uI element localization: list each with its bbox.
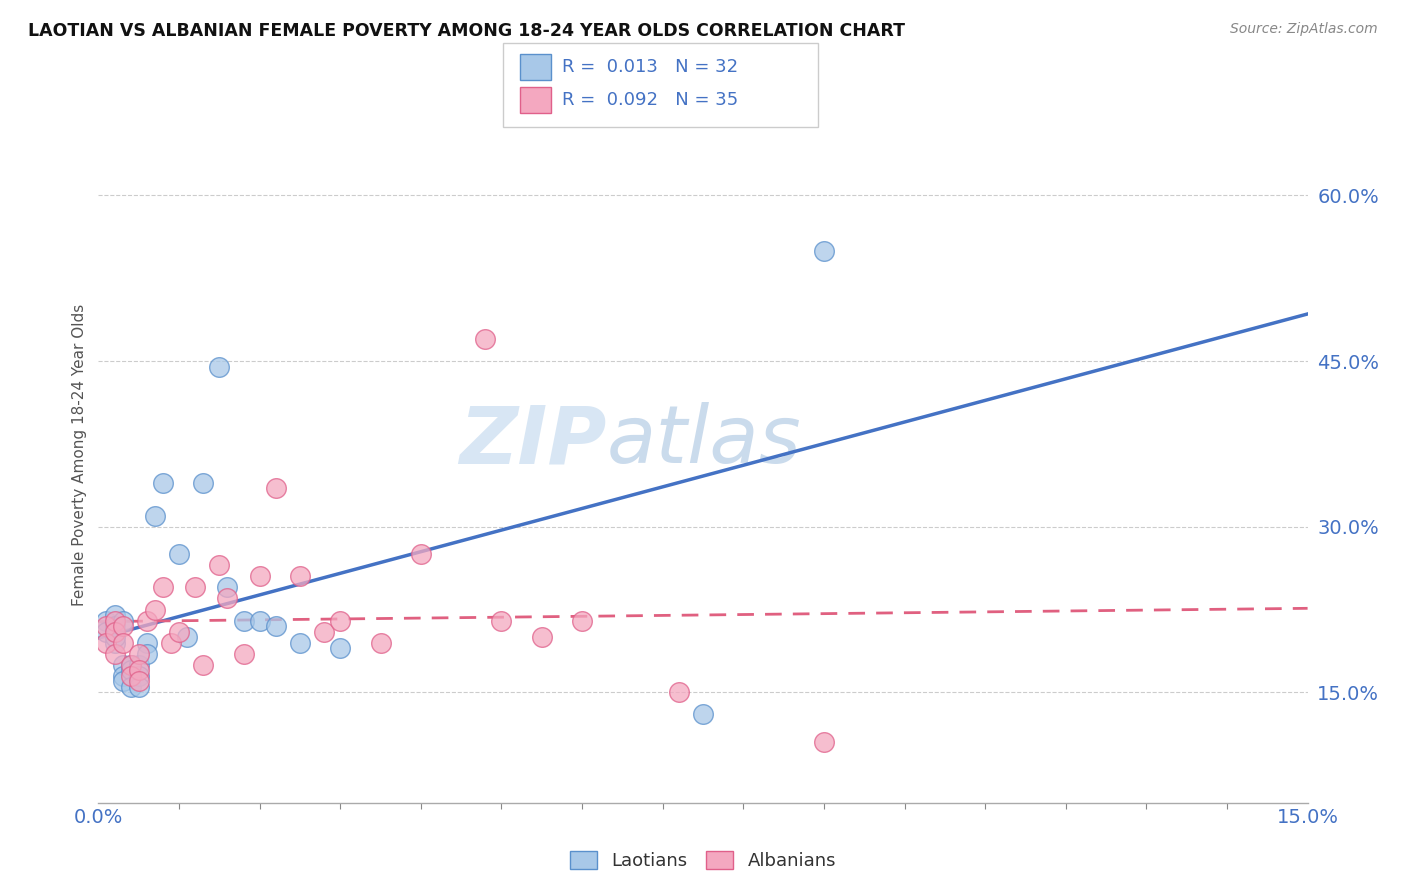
Point bbox=[152, 581, 174, 595]
Point bbox=[160, 635, 183, 649]
Point bbox=[120, 669, 142, 683]
Point bbox=[111, 674, 134, 689]
Point bbox=[111, 619, 134, 633]
Point bbox=[288, 569, 311, 583]
Point bbox=[232, 647, 254, 661]
Point bbox=[329, 614, 352, 628]
Point bbox=[264, 619, 287, 633]
Point bbox=[249, 614, 271, 628]
Point bbox=[167, 547, 190, 561]
Point bbox=[249, 569, 271, 583]
Point bbox=[111, 614, 134, 628]
Point bbox=[288, 635, 311, 649]
Point bbox=[193, 657, 215, 672]
Text: Source: ZipAtlas.com: Source: ZipAtlas.com bbox=[1230, 22, 1378, 37]
Point bbox=[530, 630, 553, 644]
Legend: Laotians, Albanians: Laotians, Albanians bbox=[562, 844, 844, 877]
Point bbox=[692, 707, 714, 722]
Text: LAOTIAN VS ALBANIAN FEMALE POVERTY AMONG 18-24 YEAR OLDS CORRELATION CHART: LAOTIAN VS ALBANIAN FEMALE POVERTY AMONG… bbox=[28, 22, 905, 40]
Point bbox=[813, 735, 835, 749]
Point bbox=[120, 657, 142, 672]
Point bbox=[217, 591, 239, 606]
Point bbox=[571, 614, 593, 628]
Point bbox=[128, 663, 150, 677]
Point bbox=[120, 663, 142, 677]
Point bbox=[208, 359, 231, 374]
Point bbox=[96, 619, 118, 633]
Point bbox=[184, 581, 207, 595]
Point bbox=[103, 619, 125, 633]
Text: R =  0.013   N = 32: R = 0.013 N = 32 bbox=[562, 57, 738, 76]
Point bbox=[232, 614, 254, 628]
Point bbox=[668, 685, 690, 699]
Point bbox=[128, 669, 150, 683]
Point bbox=[208, 558, 231, 573]
Text: ZIP: ZIP bbox=[458, 402, 606, 480]
Point bbox=[135, 614, 157, 628]
Point bbox=[96, 635, 118, 649]
Text: R =  0.092   N = 35: R = 0.092 N = 35 bbox=[562, 91, 738, 109]
Point bbox=[314, 624, 336, 639]
Point bbox=[128, 647, 150, 661]
Point bbox=[143, 602, 166, 616]
Point bbox=[103, 614, 125, 628]
Point bbox=[103, 635, 125, 649]
Point bbox=[111, 657, 134, 672]
Point bbox=[128, 680, 150, 694]
Point bbox=[135, 647, 157, 661]
Point bbox=[152, 475, 174, 490]
Point bbox=[813, 244, 835, 258]
Point bbox=[329, 641, 352, 656]
Point bbox=[264, 481, 287, 495]
Point bbox=[193, 475, 215, 490]
Text: atlas: atlas bbox=[606, 402, 801, 480]
Point bbox=[120, 657, 142, 672]
Point bbox=[167, 624, 190, 639]
Point bbox=[409, 547, 432, 561]
Point bbox=[96, 624, 118, 639]
Point bbox=[120, 680, 142, 694]
Point bbox=[135, 635, 157, 649]
Point bbox=[128, 657, 150, 672]
Y-axis label: Female Poverty Among 18-24 Year Olds: Female Poverty Among 18-24 Year Olds bbox=[72, 304, 87, 606]
Point bbox=[96, 614, 118, 628]
Point bbox=[103, 608, 125, 623]
Point bbox=[474, 332, 496, 346]
Point bbox=[103, 630, 125, 644]
Point bbox=[143, 508, 166, 523]
Point bbox=[103, 647, 125, 661]
Point bbox=[103, 624, 125, 639]
Point bbox=[217, 581, 239, 595]
Point bbox=[176, 630, 198, 644]
Point bbox=[370, 635, 392, 649]
Point bbox=[491, 614, 513, 628]
Point bbox=[111, 669, 134, 683]
Point bbox=[111, 635, 134, 649]
Point bbox=[128, 674, 150, 689]
